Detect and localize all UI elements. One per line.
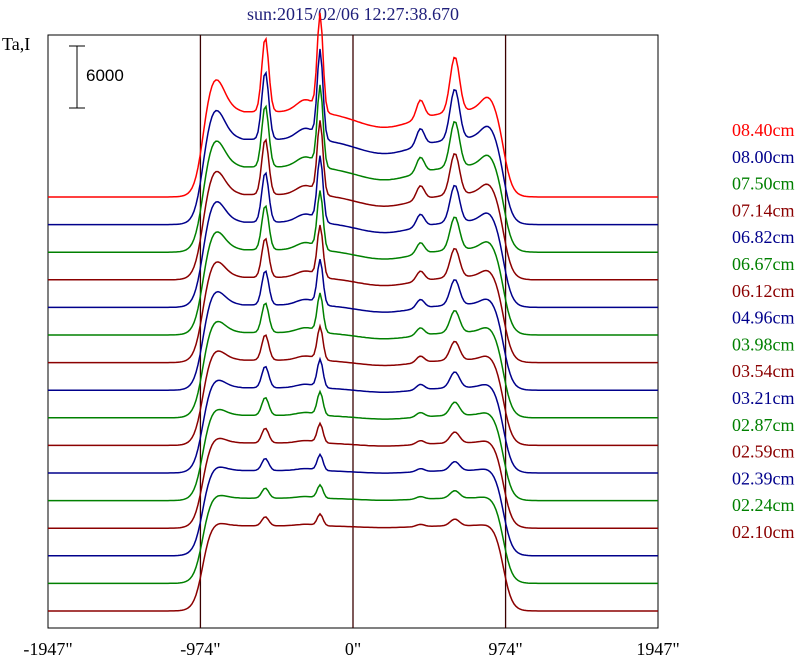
x-tick-label: -974": [180, 639, 220, 659]
legend-entry: 08.40cm: [732, 120, 795, 140]
x-tick-label: 0": [345, 639, 361, 659]
legend-entry: 08.00cm: [732, 147, 795, 167]
legend-entry: 03.98cm: [732, 334, 795, 354]
legend-entry: 07.50cm: [732, 174, 795, 194]
legend-entry: 03.54cm: [732, 361, 795, 381]
series-line: [48, 323, 658, 447]
series-line: [48, 190, 658, 336]
legend-entry: 02.87cm: [732, 415, 795, 435]
spectra-curves: [48, 12, 658, 612]
series-line: [48, 512, 658, 612]
legend: 08.40cm 08.00cm 07.50cm 07.14cm 06.82cm 06.67…: [732, 120, 795, 542]
series-line: [48, 356, 658, 474]
series-line: [48, 224, 658, 364]
series-line: [48, 258, 658, 391]
scale-bar-label: 6000: [86, 66, 124, 85]
x-tick-label: -1947": [23, 639, 72, 659]
x-tick-labels: -1947" -974" 0" 974" 1947": [23, 639, 679, 659]
x-tick-label: 1947": [636, 639, 679, 659]
series-line: [48, 483, 658, 585]
legend-entry: 06.12cm: [732, 281, 795, 301]
vertical-reference-lines: [199, 35, 507, 628]
legend-entry: 06.82cm: [732, 227, 795, 247]
legend-entry: 03.21cm: [732, 388, 795, 408]
series-line: [48, 421, 658, 529]
series-line: [48, 452, 658, 557]
series-line: [48, 48, 658, 226]
legend-entry: 04.96cm: [732, 308, 795, 328]
legend-entry: 06.67cm: [732, 254, 795, 274]
legend-entry: 02.39cm: [732, 468, 795, 488]
y-axis-label: Ta,I: [2, 34, 30, 54]
legend-entry: 02.24cm: [732, 495, 795, 515]
series-line: [48, 155, 658, 309]
legend-entry: 02.10cm: [732, 522, 795, 542]
series-line: [48, 120, 658, 281]
chart-title: sun:2015/02/06 12:27:38.670: [247, 4, 459, 24]
series-line: [48, 84, 658, 253]
series-line: [48, 12, 658, 198]
legend-entry: 02.59cm: [732, 442, 795, 462]
legend-entry: 07.14cm: [732, 200, 795, 220]
scale-bar: 6000: [69, 45, 124, 109]
series-line: [48, 292, 658, 419]
series-line: [48, 389, 658, 502]
x-tick-label: 974": [488, 639, 522, 659]
